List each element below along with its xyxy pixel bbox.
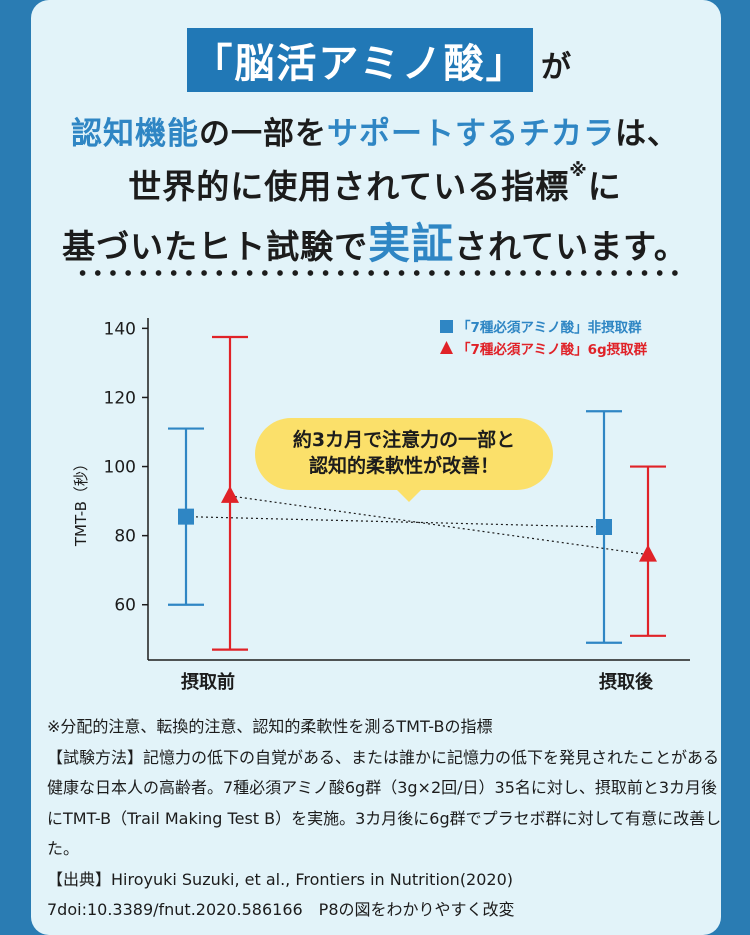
data-point-triangle — [639, 544, 657, 562]
headline-line4: 基づいたヒト試験で実証されています。 — [0, 210, 750, 271]
headline-line4-end: されています。 — [454, 227, 688, 266]
legend-marker-square — [440, 320, 453, 333]
data-point-triangle — [221, 485, 239, 503]
footnote-method: 【試験方法】記憶力の低下の自覚がある、または誰かに記憶力の低下を発見されたことが… — [47, 747, 722, 859]
callout-line2: 認知的柔軟性が改善！ — [308, 455, 499, 477]
headline-line2-seg-3: は、 — [615, 116, 679, 152]
headline-emphasis: 実証 — [368, 219, 455, 268]
headline-line3-end: に — [587, 167, 622, 206]
legend-label: 「7種必須アミノ酸」6g摂取群 — [457, 341, 648, 358]
headline-particle: が — [541, 50, 571, 85]
dotted-divider — [75, 266, 680, 280]
headline-line2: 認知機能の一部をサポートするチカラは、 — [0, 108, 750, 153]
headline-line2-seg-1: の一部を — [199, 116, 327, 152]
y-tick-label: 60 — [114, 596, 136, 616]
y-axis-label: TMT-B（秒） — [72, 456, 90, 547]
legend-label: 「7種必須アミノ酸」非摂取群 — [457, 319, 642, 336]
footnote-index: ※分配的注意、転換的注意、認知的柔軟性を測るTMT-Bの指標 — [47, 717, 493, 736]
data-point-square — [178, 508, 194, 525]
tmt-b-chart: 60 80 100 120 140 TMT-B（秒） 摂取前 摂取後 「7種必須アミノ酸」非摂取… — [72, 318, 690, 693]
data-point-square — [596, 519, 612, 535]
x-tick-label: 摂取前 — [181, 671, 235, 693]
trend-line — [229, 495, 649, 556]
callout-bubble: 約3カ月で注意力の一部と 認知的柔軟性が改善！ — [255, 418, 553, 490]
y-tick-label: 140 — [104, 319, 136, 339]
headline-line4-text: 基づいたヒト試験で — [62, 227, 369, 266]
footnote-source: 【出典】Hiroyuki Suzuki, et al., Frontiers i… — [47, 869, 514, 889]
footnote-mark: ※ — [569, 160, 588, 181]
callout-tail — [395, 488, 423, 502]
y-tick-label: 100 — [104, 458, 136, 478]
y-tick-label: 120 — [104, 388, 136, 408]
legend-marker-triangle — [440, 341, 453, 354]
headline-line3-text: 世界的に使用されている指標 — [128, 167, 570, 206]
y-tick-label: 80 — [114, 527, 136, 547]
headline-line2-seg-0: 認知機能 — [71, 116, 199, 152]
footnotes: ※分配的注意、転換的注意、認知的柔軟性を測るTMT-Bの指標 【試験方法】記憶力… — [47, 712, 722, 926]
headline-highlight: 「脳活アミノ酸」 — [187, 28, 533, 92]
headline-line2-seg-2: サポートするチカラ — [327, 116, 615, 152]
callout-line1: 約3カ月で注意力の一部と — [292, 429, 516, 452]
headline-line3: 世界的に使用されている指標※に — [0, 160, 750, 208]
x-tick-label: 摂取後 — [599, 671, 654, 693]
footnote-doi: 7doi:10.3389/fnut.2020.586166 P8の図をわかりやす… — [47, 900, 515, 919]
trend-line — [185, 516, 605, 528]
